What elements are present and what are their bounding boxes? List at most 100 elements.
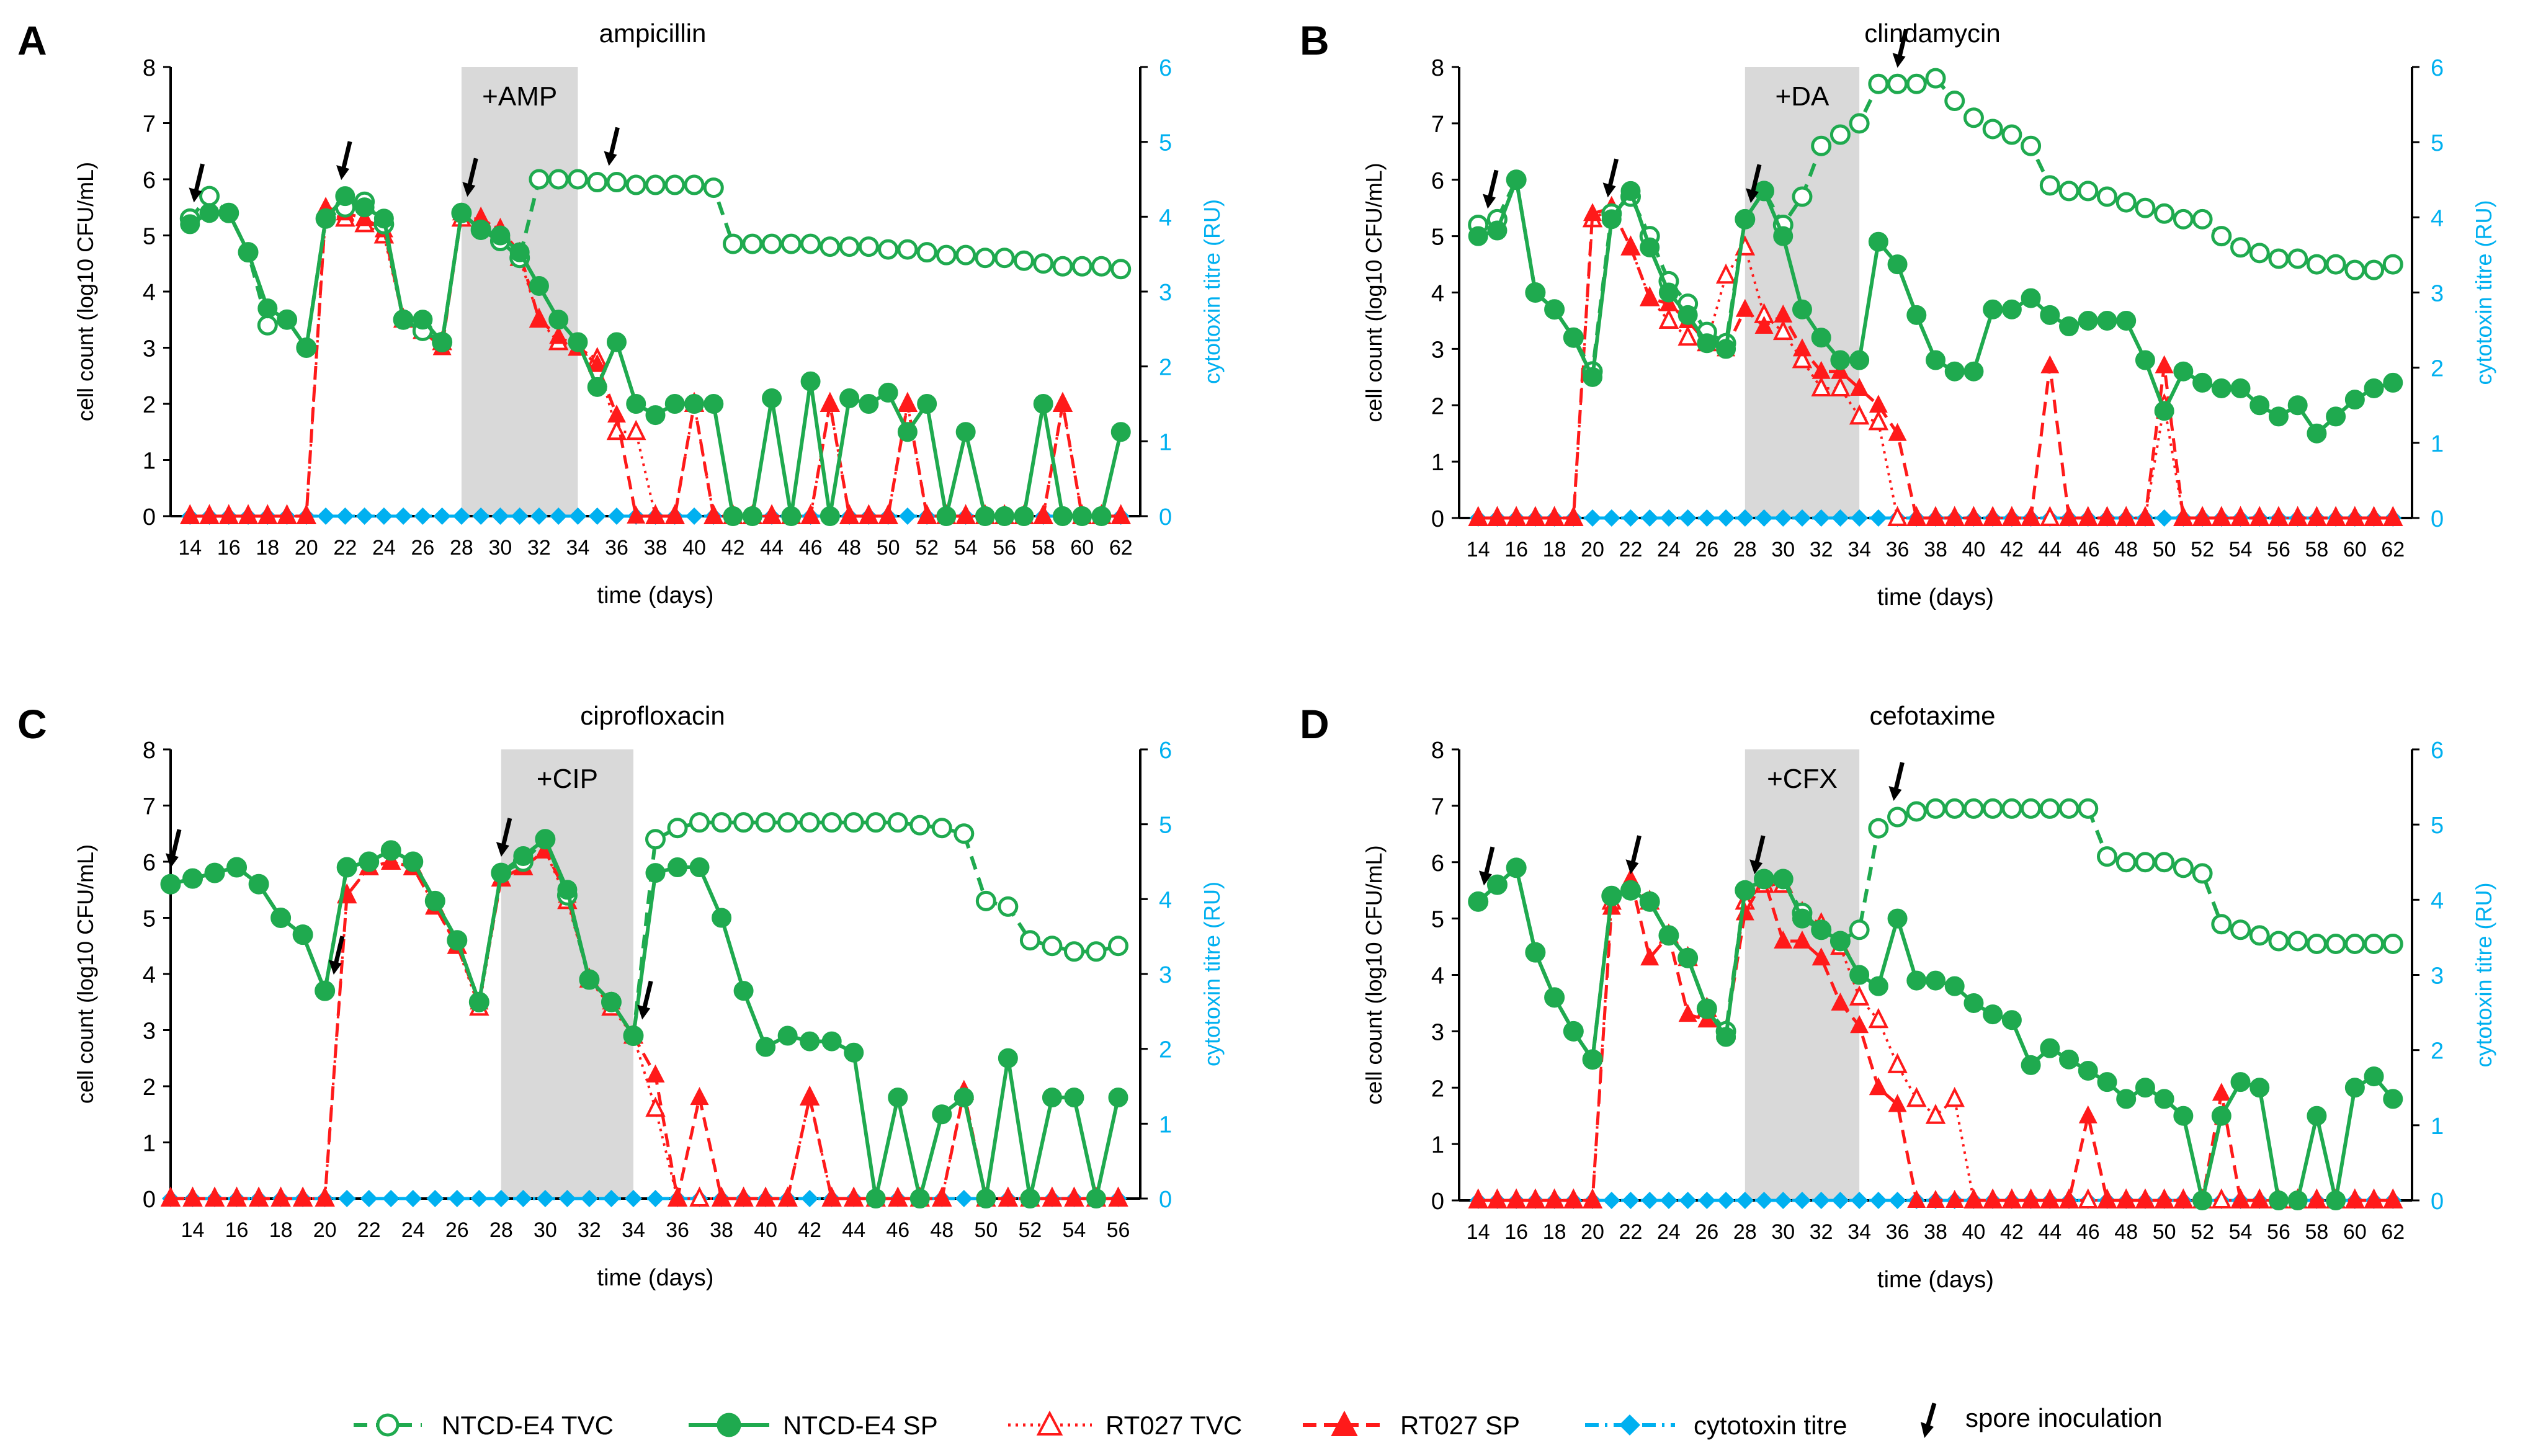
x-tick-label: 42 — [798, 1218, 821, 1242]
data-point — [2211, 226, 2232, 247]
data-point — [1755, 509, 1773, 527]
data-point — [579, 970, 599, 990]
data-point — [1736, 1192, 1754, 1209]
data-point — [1888, 422, 1907, 441]
data-point — [1679, 509, 1697, 527]
data-point — [448, 1190, 466, 1207]
x-tick-label: 56 — [2267, 538, 2290, 561]
x-tick-label: 52 — [915, 536, 939, 560]
data-point — [2344, 1078, 2365, 1098]
x-tick-label: 18 — [269, 1218, 293, 1242]
data-point — [1033, 253, 1054, 274]
x-tick-label: 42 — [2000, 538, 2024, 561]
data-point — [2192, 863, 2213, 884]
x-tick-label: 56 — [2267, 1220, 2290, 1244]
data-point — [1869, 509, 1887, 527]
data-point — [898, 507, 916, 525]
data-point — [865, 1189, 886, 1208]
y-tick-label: 7 — [143, 112, 156, 138]
data-point — [839, 388, 860, 408]
y-tick-label: 3 — [1431, 1019, 1444, 1045]
data-point — [998, 1188, 1017, 1206]
data-point — [2364, 378, 2384, 398]
data-point — [1735, 880, 1755, 901]
data-point — [375, 507, 393, 525]
data-point — [975, 890, 996, 911]
spore-arrowhead — [1746, 188, 1759, 203]
data-point — [822, 1188, 841, 1206]
data-point — [800, 1031, 820, 1052]
data-point — [2268, 1190, 2289, 1210]
data-point — [623, 1025, 643, 1046]
data-point — [1944, 976, 1965, 996]
data-point — [490, 225, 511, 246]
data-point — [227, 1188, 246, 1206]
data-point — [1812, 1192, 1830, 1209]
data-point — [1107, 936, 1128, 957]
data-point — [878, 382, 898, 403]
x-tick-label: 24 — [1657, 538, 1681, 561]
x-tick-label: 36 — [1886, 1220, 1910, 1244]
data-point — [1774, 304, 1793, 323]
x-axis-label: time (days) — [597, 583, 714, 609]
treatment-window — [501, 749, 633, 1199]
x-tick-label: 28 — [1733, 538, 1757, 561]
x-tick-label: 58 — [2305, 1220, 2328, 1244]
data-point — [1677, 325, 1698, 346]
data-point — [2078, 1105, 2097, 1123]
data-point — [181, 506, 200, 524]
data-point — [2058, 798, 2080, 819]
spore-arrowhead-icon — [1921, 1422, 1934, 1438]
y-tick-label: 6 — [1431, 168, 1444, 194]
data-point — [317, 507, 335, 525]
y-tick-label: 5 — [1431, 907, 1444, 933]
data-point — [2040, 355, 2060, 373]
data-point — [624, 1190, 642, 1207]
data-point — [1660, 509, 1677, 527]
data-point — [858, 236, 879, 257]
data-point — [2097, 507, 2117, 525]
data-point — [1925, 68, 1946, 89]
data-point — [664, 394, 685, 414]
data-point — [1754, 316, 1774, 334]
data-point — [801, 506, 820, 524]
y-axis-label: cell count (log10 CFU/mL) — [1361, 163, 1387, 422]
data-point — [2097, 310, 2117, 331]
data-point — [2192, 208, 2213, 230]
data-point — [199, 185, 220, 207]
data-point — [1906, 801, 1927, 822]
data-point — [1468, 891, 1488, 912]
data-point — [820, 506, 840, 526]
data-point — [1042, 936, 1063, 957]
data-point — [1620, 880, 1641, 901]
data-point — [2382, 934, 2403, 955]
y-tick-label: 3 — [143, 1019, 156, 1045]
data-point — [777, 1025, 798, 1046]
data-point — [2040, 1190, 2060, 1208]
data-point — [1945, 1190, 1964, 1208]
data-point — [762, 506, 782, 524]
data-point — [587, 172, 608, 193]
data-point — [433, 507, 451, 525]
data-point — [1053, 393, 1072, 411]
spore-arrowhead — [637, 1004, 651, 1020]
y-tick-label: 7 — [1431, 794, 1444, 820]
data-point — [601, 992, 622, 1012]
data-point — [249, 1188, 269, 1206]
data-point — [2211, 378, 2231, 398]
y2-tick-label: 4 — [2431, 888, 2444, 914]
data-point — [2307, 507, 2326, 525]
data-point — [469, 992, 489, 1012]
x-tick-label: 26 — [1695, 1220, 1718, 1244]
data-point — [742, 506, 762, 526]
data-point — [668, 857, 688, 878]
data-point — [1111, 506, 1130, 524]
data-point — [1564, 507, 1583, 525]
x-tick-label: 62 — [2381, 1220, 2405, 1244]
data-point — [2060, 1190, 2079, 1208]
data-point — [587, 354, 607, 372]
data-point — [2058, 181, 2080, 202]
data-point — [1621, 236, 1640, 255]
data-point — [2040, 1038, 2060, 1058]
